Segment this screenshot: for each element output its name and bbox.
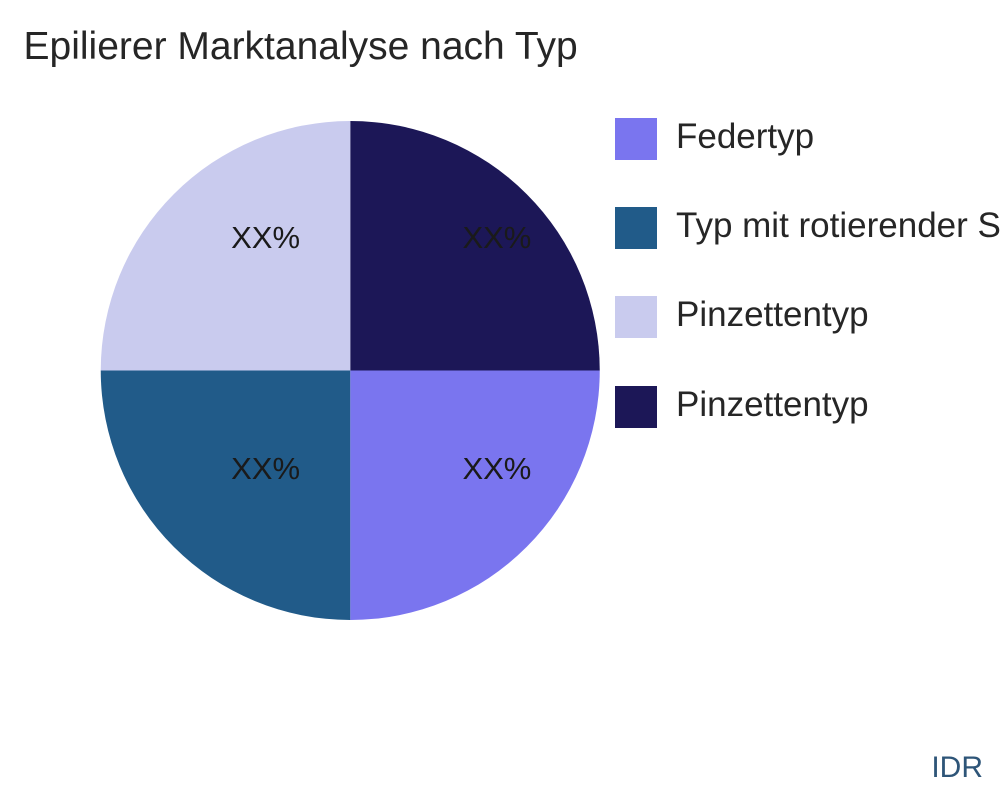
svg-text:XX%: XX% <box>231 220 300 255</box>
svg-text:XX%: XX% <box>462 451 531 486</box>
svg-text:XX%: XX% <box>462 220 531 255</box>
svg-text:XX%: XX% <box>231 451 300 486</box>
